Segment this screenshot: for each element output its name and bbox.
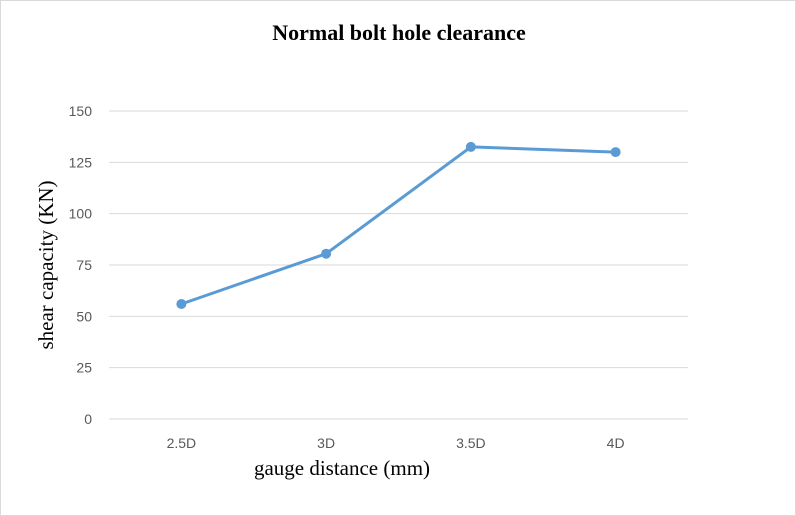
x-tick-label: 4D bbox=[607, 435, 625, 451]
data-point bbox=[176, 299, 187, 310]
series-layer bbox=[176, 141, 621, 310]
x-tick-label: 2.5D bbox=[167, 435, 197, 451]
y-axis-title: shear capacity (KN) bbox=[34, 180, 58, 349]
x-axis-title: gauge distance (mm) bbox=[254, 456, 430, 480]
y-axis-ticks: 0 25 50 75 100 125 150 bbox=[69, 103, 93, 427]
x-tick-label: 3D bbox=[317, 435, 335, 451]
y-tick-label: 50 bbox=[76, 308, 92, 324]
y-tick-label: 100 bbox=[69, 206, 93, 222]
chart-title: Normal bolt hole clearance bbox=[272, 20, 526, 45]
y-tick-label: 150 bbox=[69, 103, 93, 119]
y-tick-label: 25 bbox=[76, 360, 92, 376]
y-tick-label: 75 bbox=[76, 257, 92, 273]
data-point bbox=[321, 248, 332, 259]
data-point bbox=[465, 141, 476, 152]
data-point bbox=[610, 147, 621, 158]
gridlines bbox=[109, 110, 688, 420]
y-tick-label: 0 bbox=[84, 411, 92, 427]
y-tick-label: 125 bbox=[69, 154, 93, 170]
series-line bbox=[180, 145, 616, 306]
x-tick-label: 3.5D bbox=[456, 435, 486, 451]
x-axis-ticks: 2.5D 3D 3.5D 4D bbox=[167, 435, 625, 451]
